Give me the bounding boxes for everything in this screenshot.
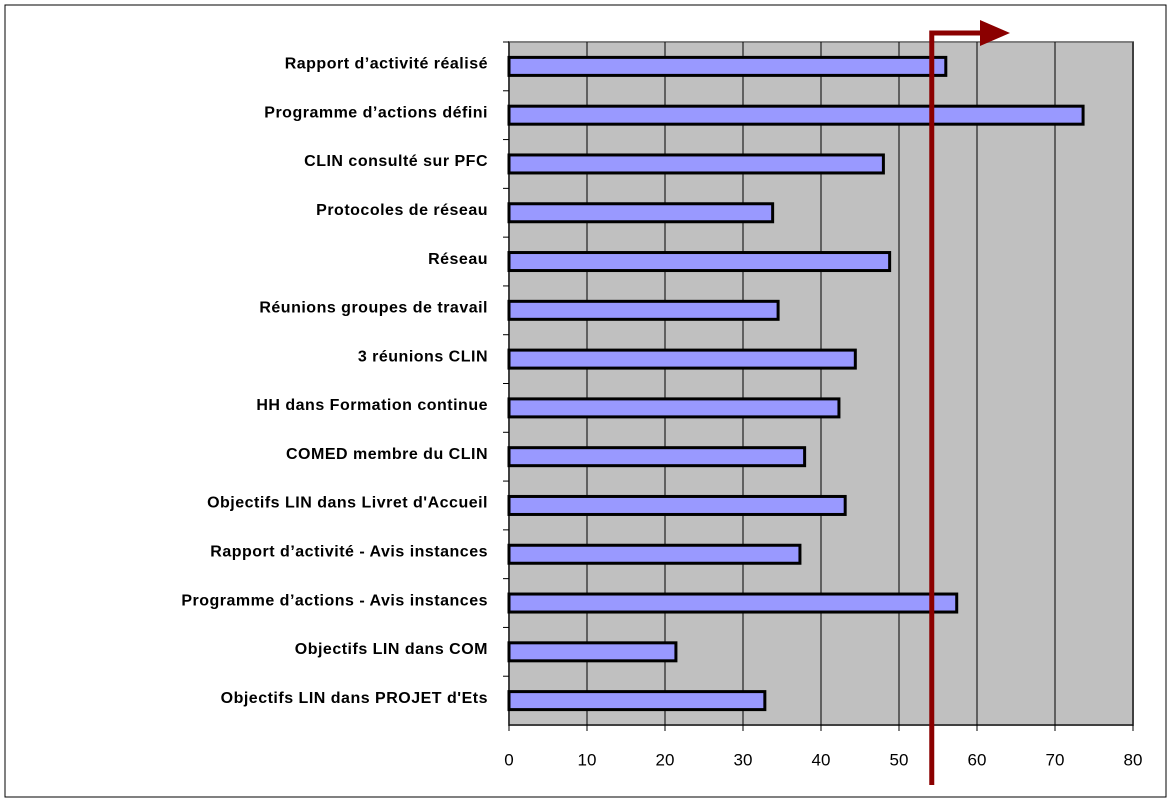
y-tick-label: Protocoles de réseau [316,202,488,219]
bar [507,397,841,419]
x-tick-label: 50 [890,750,909,769]
y-tick-label: Rapport d’activité réalisé [285,56,488,73]
y-tick-label: CLIN consulté sur PFC [304,153,488,170]
y-tick-label: Objectifs LIN dans Livret d'Accueil [207,495,488,512]
reference-line [929,30,985,785]
bar [507,690,767,712]
bar [507,299,780,321]
y-tick-label: Réseau [428,251,488,268]
x-tick-label: 40 [812,750,831,769]
y-tick-label: Réunions groupes de travail [259,300,488,317]
y-tick-label: 3 réunions CLIN [358,348,488,365]
bar [507,251,892,273]
y-tick-label: HH dans Formation continue [256,397,488,414]
x-tick-label: 20 [656,750,675,769]
y-tick-label: Rapport d’activité - Avis instances [210,543,488,560]
x-tick-label: 0 [504,750,513,769]
bar [507,446,807,468]
y-tick-label: Programme d’actions - Avis instances [181,592,488,609]
x-tick-label: 60 [968,750,987,769]
bar [507,104,1085,126]
x-tick-label: 30 [734,750,753,769]
x-tick-label: 70 [1046,750,1065,769]
bar [507,55,948,77]
x-tick-label: 80 [1124,750,1143,769]
bar [507,641,678,663]
x-tick-label: 10 [578,750,597,769]
y-tick-label: COMED membre du CLIN [286,446,488,463]
bar [507,494,847,516]
bar [507,348,857,370]
bar [507,153,885,175]
bar [507,543,802,565]
y-tick-label: Objectifs LIN dans PROJET d'Ets [221,690,488,707]
y-tick-label: Objectifs LIN dans COM [295,641,488,658]
reference-arrowhead [980,20,1010,46]
bar [507,592,959,614]
bar [507,202,775,224]
y-tick-label: Programme d’actions défini [264,104,488,121]
